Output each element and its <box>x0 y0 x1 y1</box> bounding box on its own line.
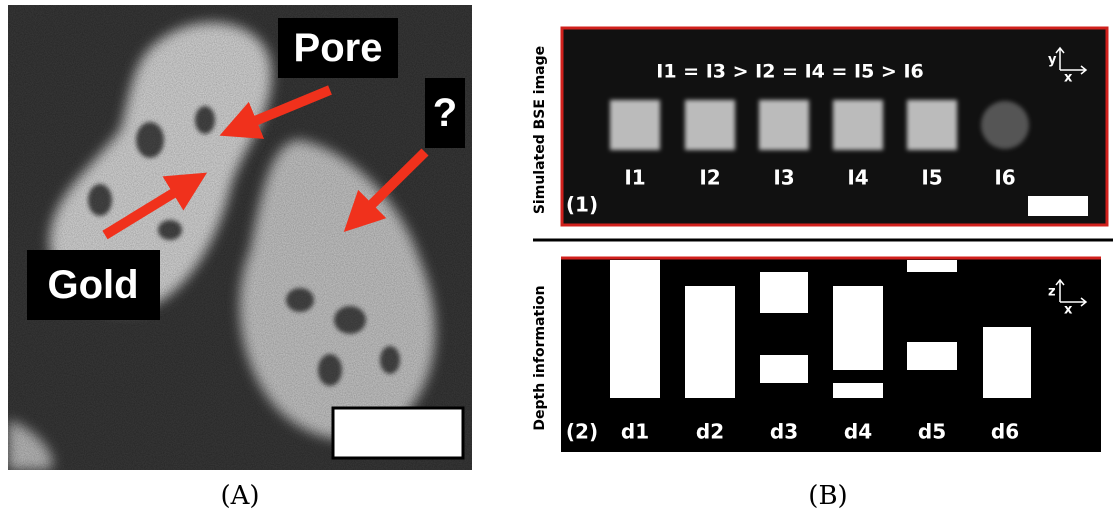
item-label: I3 <box>773 166 794 190</box>
axis-letter: y <box>1048 53 1057 68</box>
caption-b: (B) <box>808 481 847 511</box>
item-label: d6 <box>991 420 1019 444</box>
bse-square <box>907 100 957 150</box>
item-label: I1 <box>624 166 645 190</box>
side-label: Depth information <box>532 285 548 430</box>
index: (2) <box>566 420 598 444</box>
bse-square <box>833 100 883 150</box>
item-label: d4 <box>844 420 872 444</box>
axis-letter: z <box>1048 285 1056 300</box>
axis-letter: x <box>1064 71 1073 86</box>
item-label: d3 <box>770 420 798 444</box>
side-label: Simulated BSE image <box>532 46 548 214</box>
bse-square <box>759 100 809 150</box>
bse-square <box>610 100 660 150</box>
bse-square <box>685 100 735 150</box>
label-gold: Gold <box>47 263 138 307</box>
label-unknown: ? <box>433 91 457 135</box>
item-label: d5 <box>918 420 946 444</box>
item-label: d1 <box>621 420 649 444</box>
axis-letter: x <box>1064 303 1073 318</box>
index: (1) <box>566 193 598 217</box>
label-pore: Pore <box>294 26 383 70</box>
panel-b-bottom: Depth information (2) d1 d2 d3 d4 d5 d6 zx <box>532 257 1101 452</box>
item-label: I4 <box>847 166 868 190</box>
item-label: I6 <box>994 166 1015 190</box>
equation: I1 = I3 > I2 = I4 = I5 > I6 <box>656 61 923 83</box>
figure: Pore ? Gold (A) Simulated BSE image I1 =… <box>0 0 1113 520</box>
caption-a: (A) <box>220 481 259 511</box>
item-label: I5 <box>921 166 942 190</box>
panel-b-top: Simulated BSE image I1 = I3 > I2 = I4 = … <box>532 28 1107 225</box>
item-label: I2 <box>699 166 720 190</box>
panel-a: Pore ? Gold (A) <box>8 5 472 511</box>
item-label: d2 <box>696 420 724 444</box>
bse-blur <box>981 101 1029 149</box>
